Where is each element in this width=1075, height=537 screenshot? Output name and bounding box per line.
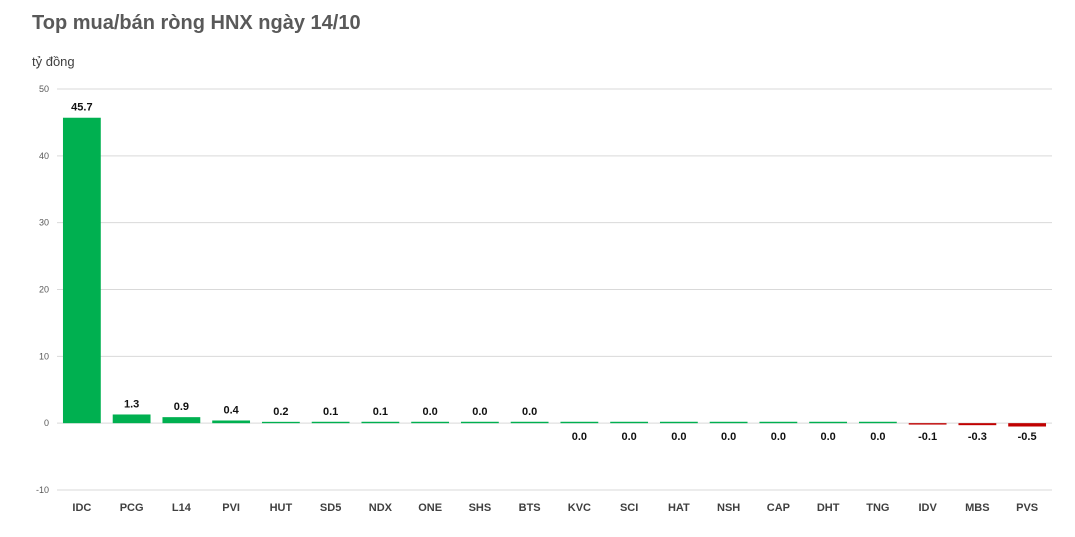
y-tick-label: 40	[39, 151, 49, 161]
x-tick-label-l14: L14	[172, 502, 192, 514]
x-tick-label-cap: CAP	[767, 502, 790, 514]
bar-dht	[809, 421, 848, 424]
y-tick-label: 10	[39, 351, 49, 361]
bar-mbs	[958, 423, 997, 426]
x-tick-label-sd5: SD5	[320, 502, 341, 514]
data-label-ndx: 0.1	[373, 406, 388, 418]
x-tick-label-bts: BTS	[519, 502, 541, 514]
x-tick-label-mbs: MBS	[965, 502, 989, 514]
bar-bts	[510, 421, 549, 424]
x-tick-label-nsh: NSH	[717, 502, 740, 514]
data-label-sd5: 0.1	[323, 406, 338, 418]
data-label-dht: 0.0	[820, 431, 835, 443]
bar-kvc	[560, 421, 599, 424]
bar-hat	[659, 421, 698, 424]
x-tick-label-idc: IDC	[72, 502, 91, 514]
bar-one	[411, 421, 450, 424]
x-tick-label-idv: IDV	[918, 502, 937, 514]
bar-hut	[261, 421, 300, 424]
x-tick-label-tng: TNG	[866, 502, 889, 514]
bar-l14	[162, 417, 201, 424]
data-label-tng: 0.0	[870, 431, 885, 443]
bar-nsh	[709, 421, 748, 424]
x-tick-label-hut: HUT	[270, 502, 293, 514]
data-label-bts: 0.0	[522, 406, 537, 418]
bar-cap	[759, 421, 798, 424]
y-tick-label: 30	[39, 218, 49, 228]
bar-pcg	[112, 414, 151, 424]
y-tick-label: -10	[36, 485, 49, 495]
x-tick-label-sci: SCI	[620, 502, 638, 514]
x-tick-label-pcg: PCG	[120, 502, 144, 514]
data-label-nsh: 0.0	[721, 431, 736, 443]
data-label-kvc: 0.0	[572, 431, 587, 443]
data-label-cap: 0.0	[771, 431, 786, 443]
bar-idv	[908, 423, 947, 425]
x-tick-label-ndx: NDX	[369, 502, 393, 514]
data-label-mbs: -0.3	[968, 431, 987, 443]
x-tick-label-dht: DHT	[817, 502, 840, 514]
bar-tng	[858, 421, 897, 424]
data-label-idc: 45.7	[71, 102, 92, 114]
bar-sci	[610, 421, 649, 424]
data-label-sci: 0.0	[621, 431, 636, 443]
x-tick-label-hat: HAT	[668, 502, 690, 514]
y-tick-label: 50	[39, 84, 49, 94]
x-tick-label-pvi: PVI	[222, 502, 240, 514]
bar-shs	[460, 421, 499, 424]
x-tick-label-one: ONE	[418, 502, 442, 514]
data-label-shs: 0.0	[472, 406, 487, 418]
data-label-l14: 0.9	[174, 401, 189, 413]
y-tick-label: 20	[39, 285, 49, 295]
data-label-pvi: 0.4	[223, 404, 239, 416]
y-axis-unit-label: tỷ đồng	[32, 54, 75, 69]
x-tick-label-pvs: PVS	[1016, 502, 1038, 514]
data-label-pcg: 1.3	[124, 398, 139, 410]
bar-sd5	[311, 421, 350, 424]
x-tick-label-kvc: KVC	[568, 502, 591, 514]
data-label-one: 0.0	[422, 406, 437, 418]
bar-pvi	[212, 420, 251, 424]
data-label-hut: 0.2	[273, 406, 288, 418]
bar-idc	[62, 117, 101, 424]
chart-title: Top mua/bán ròng HNX ngày 14/10	[32, 12, 361, 34]
y-tick-label: 0	[44, 418, 49, 428]
data-label-pvs: -0.5	[1018, 431, 1037, 443]
data-label-hat: 0.0	[671, 431, 686, 443]
data-label-idv: -0.1	[918, 431, 937, 443]
x-tick-label-shs: SHS	[469, 502, 492, 514]
bar-pvs	[1008, 423, 1047, 427]
bar-ndx	[361, 421, 400, 424]
